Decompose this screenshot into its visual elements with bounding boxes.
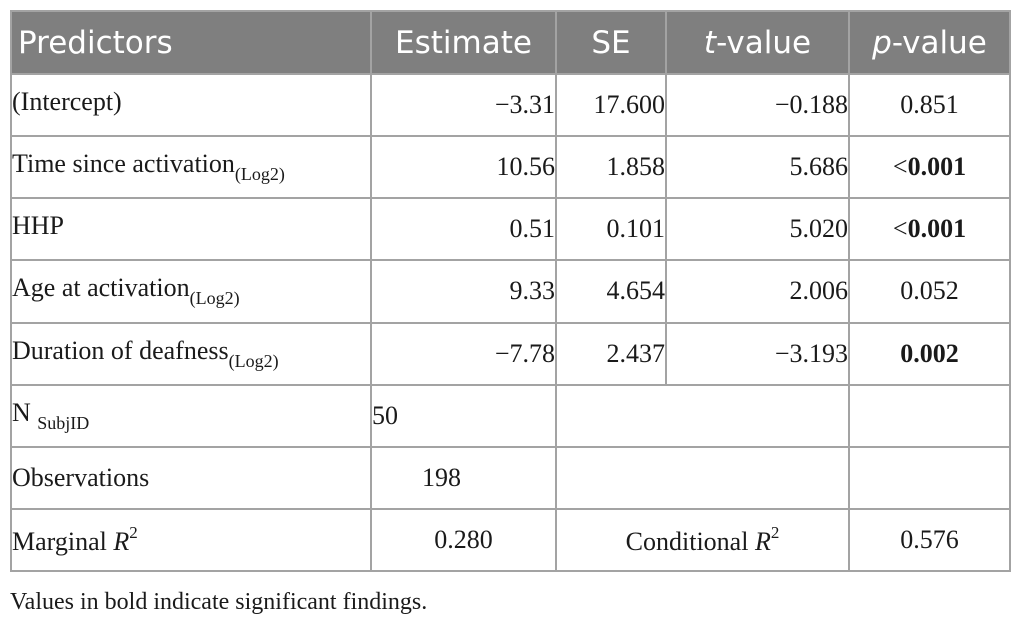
observations-row: Observations 198 — [10, 445, 1011, 510]
r-squared-row: Marginal R2 0.280 Conditional R2 0.576 — [10, 507, 1011, 573]
header-t-value: t-value — [665, 10, 850, 75]
n-subject-value: 50 — [370, 383, 557, 448]
marginal-word: Marginal — [12, 526, 107, 556]
table-row: Duration of deafness(Log2) −7.78 2.437 −… — [10, 321, 1011, 386]
p-number: 0.002 — [900, 338, 959, 368]
p-prefix: < — [892, 214, 908, 244]
p-value-cell: 0.052 — [848, 259, 1011, 324]
predictor-label: HHP — [10, 197, 372, 262]
table-row: (Intercept) −3.31 17.600 −0.188 0.851 — [10, 72, 1011, 138]
predictor-name: Duration of deafness — [12, 335, 229, 365]
n-subject-label: N SubjID — [10, 383, 372, 448]
estimate-cell: 0.51 — [370, 197, 557, 262]
p-number: 0.851 — [900, 90, 959, 120]
conditional-r2-label: Conditional R2 — [555, 507, 850, 573]
marginal-r-exponent: 2 — [129, 522, 138, 542]
table-footnote: Values in bold indicate significant find… — [10, 589, 428, 615]
estimate-cell: −7.78 — [370, 321, 557, 386]
p-number: 0.001 — [907, 214, 967, 244]
header-t-symbol: t — [703, 24, 717, 61]
conditional-r2-value: 0.576 — [848, 507, 1011, 573]
t-value-cell: 2.006 — [665, 259, 850, 324]
conditional-r-symbol: R — [754, 526, 771, 556]
n-subject-row: N SubjID 50 — [10, 383, 1011, 448]
conditional-word: Conditional — [625, 526, 749, 556]
empty-cell — [555, 445, 850, 510]
predictor-subscript: (Log2) — [228, 350, 279, 371]
t-value-cell: −3.193 — [665, 321, 850, 386]
predictor-name: HHP — [12, 211, 65, 241]
header-estimate: Estimate — [370, 10, 557, 75]
n-subject-subscript: SubjID — [37, 412, 90, 433]
predictor-subscript: (Log2) — [189, 288, 240, 309]
predictor-label: Time since activation(Log2) — [10, 135, 372, 200]
header-p-symbol: p — [872, 24, 892, 61]
header-predictors: Predictors — [10, 10, 372, 75]
se-cell: 17.600 — [555, 72, 667, 138]
predictor-name: Time since activation — [12, 149, 235, 179]
marginal-r2-label: Marginal R2 — [10, 507, 372, 573]
t-value-cell: 5.020 — [665, 197, 850, 262]
observations-value: 198 — [370, 445, 557, 510]
predictor-subscript: (Log2) — [234, 164, 285, 185]
p-value-cell: <0.001 — [848, 135, 1011, 200]
marginal-r2-value: 0.280 — [370, 507, 557, 573]
estimate-cell: 9.33 — [370, 259, 557, 324]
p-number: 0.052 — [900, 276, 959, 306]
table-row: Age at activation(Log2) 9.33 4.654 2.006… — [10, 259, 1011, 324]
predictor-name: Age at activation — [12, 273, 190, 303]
se-cell: 4.654 — [555, 259, 667, 324]
t-value-cell: −0.188 — [665, 72, 850, 138]
estimate-cell: −3.31 — [370, 72, 557, 138]
table-row: Time since activation(Log2) 10.56 1.858 … — [10, 135, 1011, 200]
p-value-cell: 0.851 — [848, 72, 1011, 138]
se-cell: 2.437 — [555, 321, 667, 386]
empty-cell — [555, 383, 850, 448]
header-t-suffix: -value — [716, 24, 812, 61]
marginal-r-symbol: R — [113, 526, 130, 556]
p-number: 0.001 — [907, 152, 967, 182]
regression-table: Predictors Estimate SE t-value p-value (… — [10, 10, 1011, 573]
conditional-r-exponent: 2 — [770, 522, 780, 542]
header-p-suffix: -value — [891, 24, 987, 61]
empty-cell — [848, 383, 1011, 448]
predictor-label: Age at activation(Log2) — [10, 259, 372, 324]
n-subject-name: N — [12, 397, 31, 427]
table-row: HHP 0.51 0.101 5.020 <0.001 — [10, 197, 1011, 262]
t-value-cell: 5.686 — [665, 135, 850, 200]
predictor-label: Duration of deafness(Log2) — [10, 321, 372, 386]
p-value-cell: <0.001 — [848, 197, 1011, 262]
se-cell: 0.101 — [555, 197, 667, 262]
estimate-cell: 10.56 — [370, 135, 557, 200]
p-prefix: < — [892, 152, 908, 182]
se-cell: 1.858 — [555, 135, 667, 200]
predictor-label: (Intercept) — [10, 72, 372, 138]
header-row: Predictors Estimate SE t-value p-value — [10, 10, 1011, 75]
empty-cell — [848, 445, 1011, 510]
p-value-cell: 0.002 — [848, 321, 1011, 386]
predictor-name: (Intercept) — [12, 87, 122, 117]
observations-label: Observations — [10, 445, 372, 510]
header-se: SE — [555, 10, 667, 75]
header-p-value: p-value — [848, 10, 1011, 75]
